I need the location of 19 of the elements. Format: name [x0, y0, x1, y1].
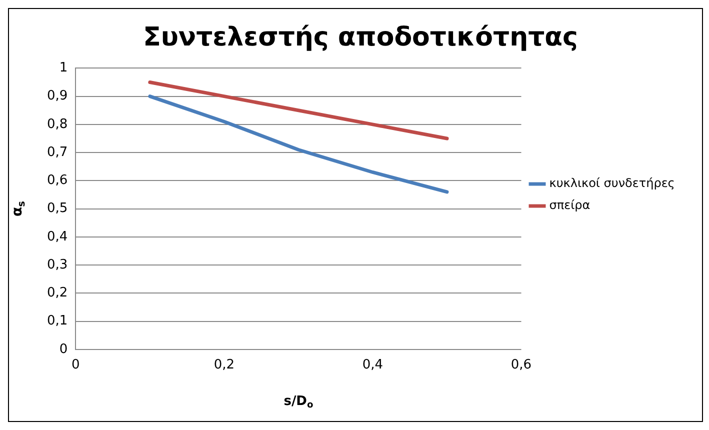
y-tick-label: 0,9	[46, 88, 68, 104]
y-tick-label: 0	[59, 342, 68, 357]
y-tick-label: 0,1	[46, 314, 68, 329]
legend-label: κυκλικοί συνδετήρες	[549, 176, 675, 190]
y-tick-label: 0,5	[46, 201, 68, 216]
y-tick-label: 0,4	[46, 229, 68, 244]
x-tick-label: 0,6	[510, 358, 532, 373]
y-axis-title: αs	[9, 200, 28, 217]
y-tick-label: 0,2	[46, 286, 68, 301]
y-tick-label: 0,3	[46, 257, 68, 272]
legend-label: σπείρα	[549, 198, 590, 212]
x-tick-label: 0,2	[214, 358, 235, 373]
chart-title: Συντελεστής αποδοτικότητας	[143, 22, 578, 52]
y-tick-label: 0,7	[46, 144, 68, 160]
y-tick-label: 0,6	[46, 173, 68, 188]
y-tick-label: 0,8	[46, 116, 68, 132]
y-tick-label: 1	[59, 60, 68, 76]
x-tick-label: 0	[72, 358, 80, 373]
x-tick-label: 0,4	[362, 358, 384, 373]
